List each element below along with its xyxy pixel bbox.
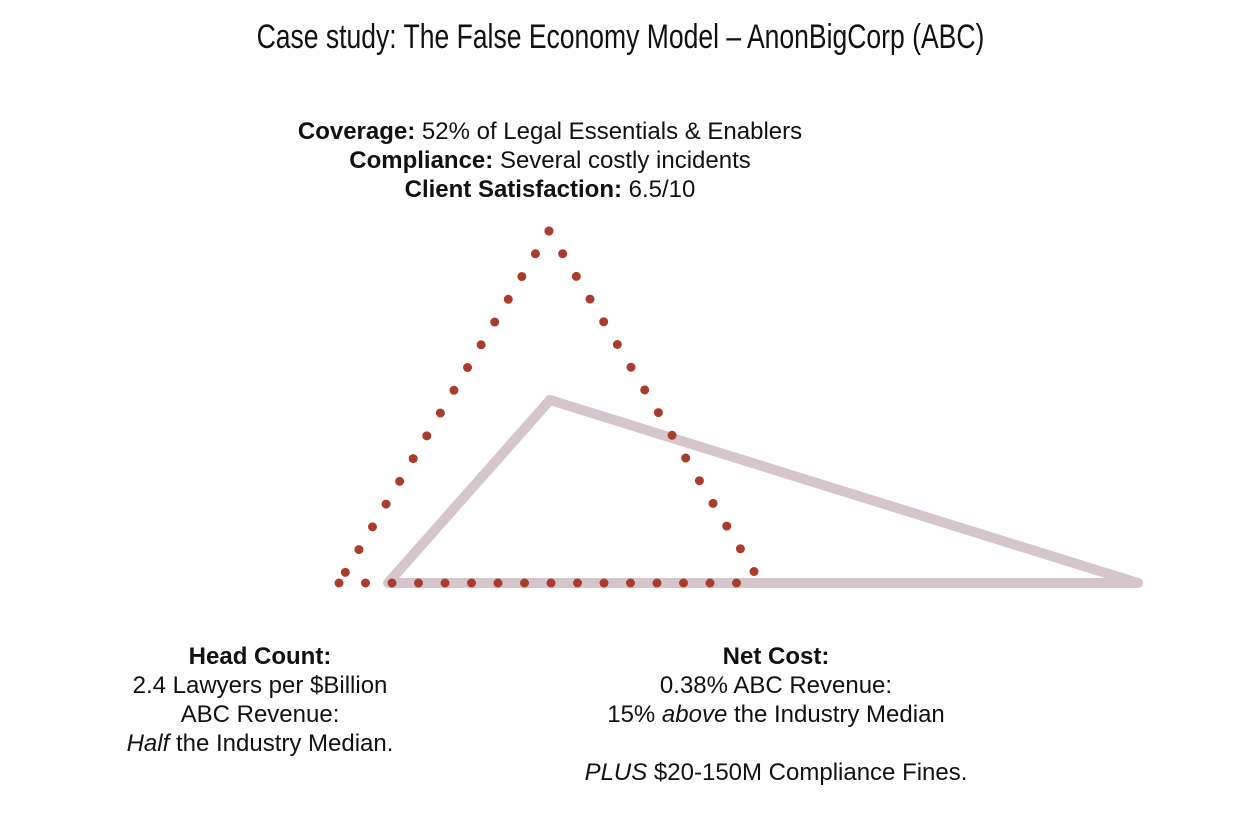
actual-triangle <box>383 395 1143 588</box>
head-count-line1: 2.4 Lawyers per $Billion <box>132 672 388 699</box>
net-cost-line1: 0.38% ABC Revenue: <box>659 672 893 699</box>
net-cost-line3: PLUS $20-150M Compliance Fines. <box>584 759 968 786</box>
head-count-line2: ABC Revenue: <box>180 701 340 728</box>
head-count-line3: Half the Industry Median. <box>126 730 394 757</box>
ideal-right-edge <box>544 226 766 588</box>
satisfaction-line: Client Satisfaction: 6.5/10 <box>404 176 696 203</box>
page-title: Case study: The False Economy Model – An… <box>256 18 984 56</box>
quality-summary: Coverage: 52% of Legal Essentials & Enab… <box>200 117 900 204</box>
ideal-triangle <box>334 226 766 588</box>
net-cost-label: Net Cost: <box>722 643 830 670</box>
compliance-line: Compliance: Several costly incidents <box>349 147 751 174</box>
net-cost-summary: Net Cost: 0.38% ABC Revenue: 15% above t… <box>526 642 1026 787</box>
head-count-summary: Head Count: 2.4 Lawyers per $Billion ABC… <box>90 642 430 758</box>
coverage-line: Coverage: 52% of Legal Essentials & Enab… <box>297 118 803 145</box>
net-cost-line2: 15% above the Industry Median <box>607 701 945 728</box>
ideal-left-edge <box>334 226 554 588</box>
head-count-label: Head Count: <box>188 643 332 670</box>
